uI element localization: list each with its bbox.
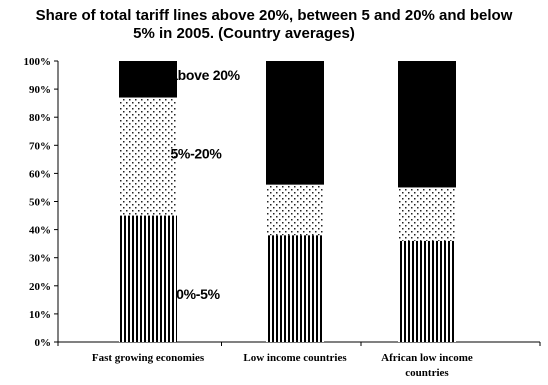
x-category-label: countries	[405, 367, 449, 379]
bars	[119, 61, 456, 342]
x-category-label: African low income	[381, 352, 473, 364]
bar-segment	[119, 61, 177, 98]
series-annotation: 5%-20%	[170, 146, 222, 162]
bar-segment	[398, 240, 456, 342]
bar-segment	[266, 61, 324, 185]
bar-segment	[398, 187, 456, 241]
series-annotation: above 20%	[170, 67, 241, 83]
y-tick-label: 80%	[29, 112, 51, 124]
chart-title-line2: 5% in 2005. (Country averages)	[133, 25, 355, 42]
y-tick-label: 30%	[29, 253, 51, 265]
bar-segment	[398, 61, 456, 188]
y-tick-label: 90%	[29, 84, 51, 96]
y-tick-label: 0%	[35, 337, 52, 349]
bar-segment	[119, 215, 177, 342]
series-annotation: 0%-5%	[176, 286, 220, 302]
x-category-label: Low income countries	[243, 352, 347, 364]
y-tick-label: 40%	[29, 225, 51, 237]
chart-title: Share of total tariff lines above 20%, b…	[0, 7, 548, 43]
chart-title-line1: Share of total tariff lines above 20%, b…	[35, 7, 513, 24]
y-tick-label: 60%	[29, 168, 51, 180]
y-tick-label: 50%	[29, 197, 51, 209]
y-tick-label: 10%	[29, 309, 51, 321]
bar-segment	[119, 97, 177, 216]
y-tick-label: 100%	[24, 56, 52, 68]
y-tick-label: 70%	[29, 140, 51, 152]
bar-segment	[266, 235, 324, 342]
x-category-label: Fast growing economies	[92, 352, 205, 364]
y-tick-label: 20%	[29, 281, 51, 293]
bar-segment	[266, 184, 324, 236]
labels: Fast growing economies Low income countri…	[92, 67, 473, 379]
